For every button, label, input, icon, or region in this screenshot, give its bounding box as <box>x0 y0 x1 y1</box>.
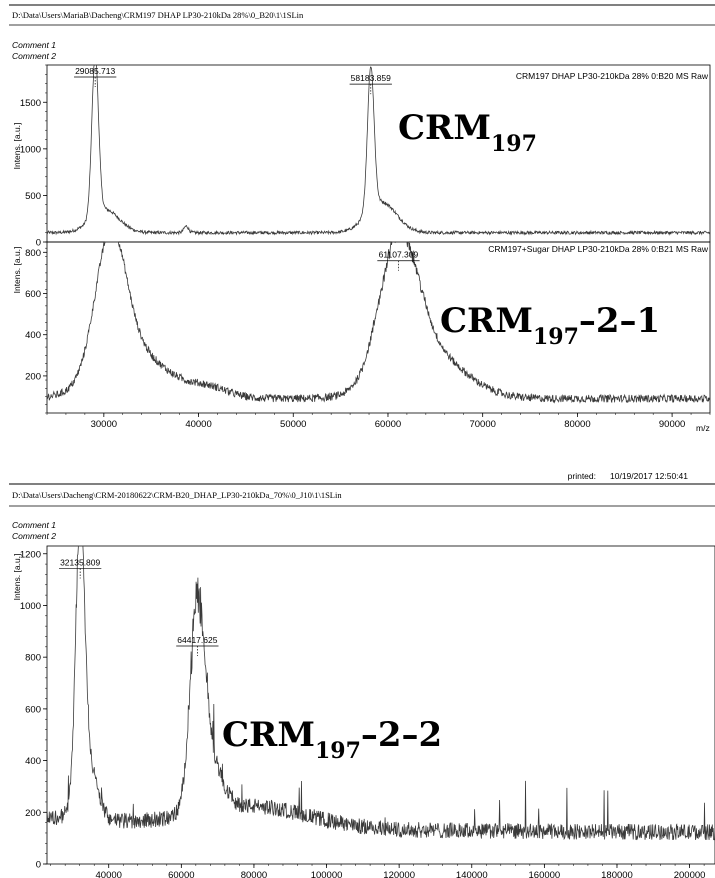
spectrum-trace-b <box>46 241 711 404</box>
y-axis-title-c: Intens. [a.u.] <box>12 554 22 601</box>
file-path-2: D:\Data\Users\Dacheng\CRM-20180622\CRM-B… <box>12 490 342 500</box>
y-tick-label: 1200 <box>20 549 41 560</box>
y-axis-title-b: Intens. [a.u.] <box>12 247 22 294</box>
sample-label-suffix: –2–2 <box>361 715 442 755</box>
x-tick-label: 200000 <box>674 870 706 878</box>
plot-frame-a <box>46 64 711 243</box>
sample-label-suffix: –2–1 <box>579 301 660 341</box>
comment-2-b: Comment 2 <box>12 531 56 541</box>
sample-label-subscript: 197 <box>315 738 361 764</box>
y-tick-label: 1500 <box>20 98 41 109</box>
spectrum-panel-crm197-2-2: Intens. [a.u.] 0 200 400 600 800 1000 1200 4000… <box>12 545 715 878</box>
sample-label-subscript: 197 <box>491 131 537 157</box>
y-tick-label: 1000 <box>20 601 41 612</box>
x-tick-label: 60000 <box>168 870 194 878</box>
spectrum-trace-c <box>46 545 715 841</box>
x-tick-label: 60000 <box>375 419 401 430</box>
sample-label-crm197-2-1: CRM197–2–1 <box>440 301 660 350</box>
axis-ticks-b: 200 400 600 800 30000 40000 50000 60000 70000 800… <box>25 248 711 430</box>
x-tick-label: 80000 <box>241 870 267 878</box>
peak-label: 61107.309 <box>379 250 419 260</box>
comment-1: Comment 1 <box>12 40 56 50</box>
printed-label: printed: <box>568 471 596 481</box>
y-tick-label: 600 <box>25 704 41 715</box>
spectrum-title-b: CRM197+Sugar DHAP LP30-210kDa 28% 0:B21 … <box>488 244 709 254</box>
y-tick-label: 600 <box>25 289 41 300</box>
x-tick-label: 100000 <box>311 870 343 878</box>
file-path-1: D:\Data\Users\MariaB\Dacheng\CRM197 DHAP… <box>12 10 304 20</box>
x-tick-label: 180000 <box>601 870 633 878</box>
sample-label-crm197-2-2: CRM197–2–2 <box>222 715 442 764</box>
x-tick-label: 160000 <box>529 870 561 878</box>
x-tick-label: 40000 <box>185 419 211 430</box>
y-tick-label: 400 <box>25 756 41 767</box>
comment-1-b: Comment 1 <box>12 520 56 530</box>
spectrum-panel-crm197-2-1: CRM197+Sugar DHAP LP30-210kDa 28% 0:B21 … <box>12 241 711 433</box>
x-tick-label: 90000 <box>659 419 685 430</box>
spectrum-panel-crm197: CRM197 DHAP LP30-210kDa 28% 0:B20 MS Raw… <box>12 64 711 249</box>
x-tick-label: 30000 <box>91 419 117 430</box>
y-tick-label: 200 <box>25 371 41 382</box>
x-tick-label: 70000 <box>469 419 495 430</box>
peak-label: 29085.713 <box>75 66 115 76</box>
sample-label-crm197: CRM197 <box>398 108 537 157</box>
peak-label: 58183.859 <box>351 73 391 83</box>
y-tick-label: 0 <box>36 860 41 871</box>
x-axis-title-b: m/z <box>696 423 710 433</box>
spectrum-trace-a <box>46 64 711 236</box>
peak-labels-a: 29085.713 58183.859 <box>74 66 392 95</box>
spectrum-title-a: CRM197 DHAP LP30-210kDa 28% 0:B20 MS Raw <box>516 71 709 81</box>
x-tick-label: 80000 <box>564 419 590 430</box>
y-tick-label: 500 <box>25 191 41 202</box>
sample-label-subscript: 197 <box>533 324 579 350</box>
x-tick-label: 140000 <box>456 870 488 878</box>
comment-2: Comment 2 <box>12 51 56 61</box>
y-tick-label: 800 <box>25 248 41 259</box>
y-ticks-a: 0 500 1000 1500 <box>20 64 47 249</box>
peak-label: 32135.809 <box>60 557 100 567</box>
peak-labels-b: 61107.309 <box>377 250 420 271</box>
axis-ticks-c: 0 200 400 600 800 1000 1200 40000 60000 80000 1000… <box>20 549 706 878</box>
y-axis-title-a: Intens. [a.u.] <box>12 123 22 170</box>
sample-label-main: CRM <box>440 301 533 341</box>
y-tick-label: 800 <box>25 653 41 664</box>
peak-labels-c: 32135.809 64417.625 <box>59 557 219 656</box>
x-tick-label: 40000 <box>96 870 122 878</box>
y-tick-label: 200 <box>25 808 41 819</box>
peak-label: 64417.625 <box>177 635 217 645</box>
plot-frame-b <box>46 241 711 414</box>
x-tick-label: 50000 <box>280 419 306 430</box>
printed-timestamp: 10/19/2017 12:50:41 <box>610 471 688 481</box>
y-tick-label: 1000 <box>20 144 41 155</box>
sample-label-main: CRM <box>398 108 491 148</box>
plot-frame-c <box>46 545 715 865</box>
x-tick-label: 120000 <box>383 870 415 878</box>
y-tick-label: 0 <box>36 238 41 249</box>
sample-label-main: CRM <box>222 715 315 755</box>
y-tick-label: 400 <box>25 330 41 341</box>
